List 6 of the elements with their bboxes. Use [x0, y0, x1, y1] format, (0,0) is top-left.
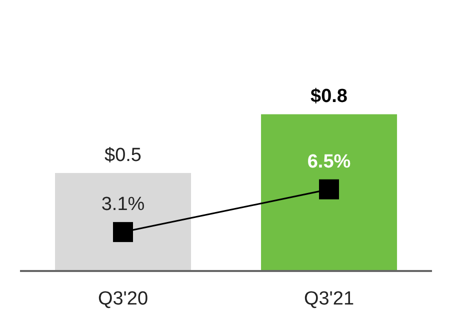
- x-tick-label: Q3'20: [98, 288, 148, 310]
- data-label: $0.5: [104, 145, 142, 166]
- x-tick-label: Q3'21: [304, 288, 354, 310]
- data-label: 6.5%: [307, 151, 351, 172]
- data-label: 3.1%: [101, 194, 145, 216]
- data-label: $0.8: [310, 86, 348, 108]
